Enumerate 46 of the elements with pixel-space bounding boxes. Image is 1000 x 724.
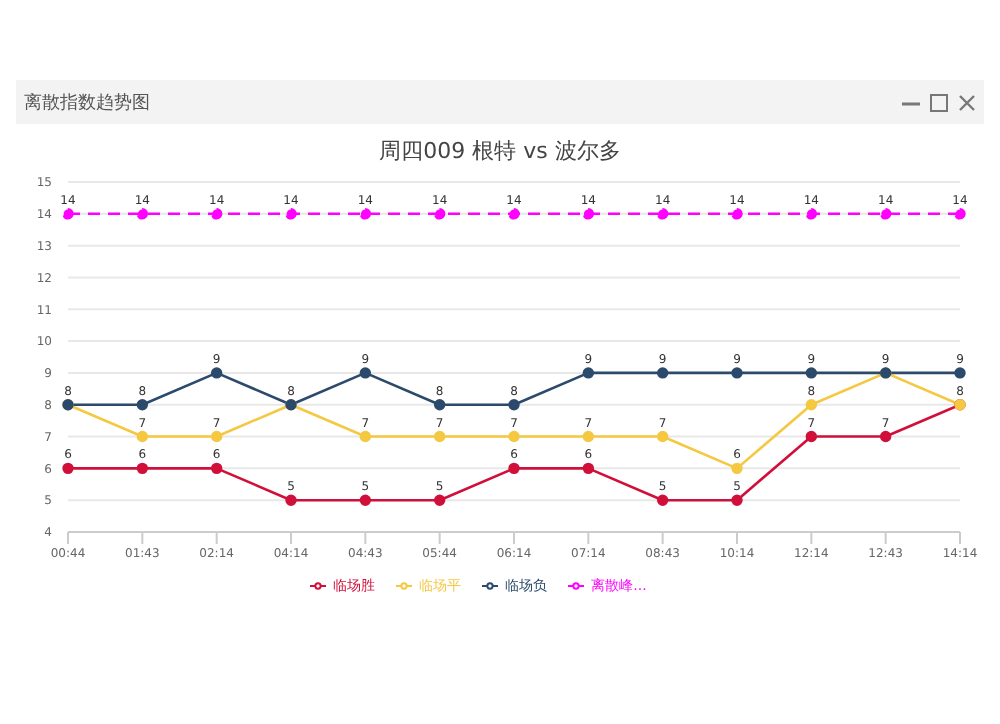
point (359, 367, 372, 379)
point (656, 430, 669, 443)
point (359, 208, 372, 220)
text: 离散指数趋势图 (24, 91, 150, 115)
point (62, 208, 74, 220)
point (433, 208, 446, 220)
point (731, 367, 743, 379)
point (136, 430, 149, 443)
point (954, 208, 966, 220)
point (805, 208, 818, 220)
point (656, 494, 669, 506)
point (731, 494, 743, 506)
point (359, 494, 372, 506)
point (62, 462, 74, 475)
point (805, 430, 818, 443)
point (210, 367, 223, 379)
point (879, 208, 892, 220)
point (656, 208, 669, 220)
point (359, 430, 372, 443)
point (136, 399, 149, 411)
point (136, 462, 149, 475)
point (805, 367, 818, 379)
chart-title: 周四009 根特 vs 波尔多 (377, 136, 623, 166)
point (805, 399, 818, 411)
point (582, 208, 595, 220)
point (210, 430, 223, 443)
point (433, 399, 446, 411)
point (656, 367, 669, 379)
point (954, 367, 966, 379)
point (210, 462, 223, 475)
point (508, 399, 520, 411)
point (582, 367, 595, 379)
point (731, 208, 743, 220)
point (731, 462, 743, 475)
point (433, 430, 446, 443)
point (508, 430, 520, 443)
point (879, 430, 892, 443)
point (582, 430, 595, 443)
point (285, 494, 297, 506)
point (285, 208, 297, 220)
point (136, 208, 149, 220)
point (582, 462, 595, 475)
point (508, 208, 520, 220)
point (433, 494, 446, 506)
point (210, 208, 223, 220)
point (508, 462, 520, 475)
